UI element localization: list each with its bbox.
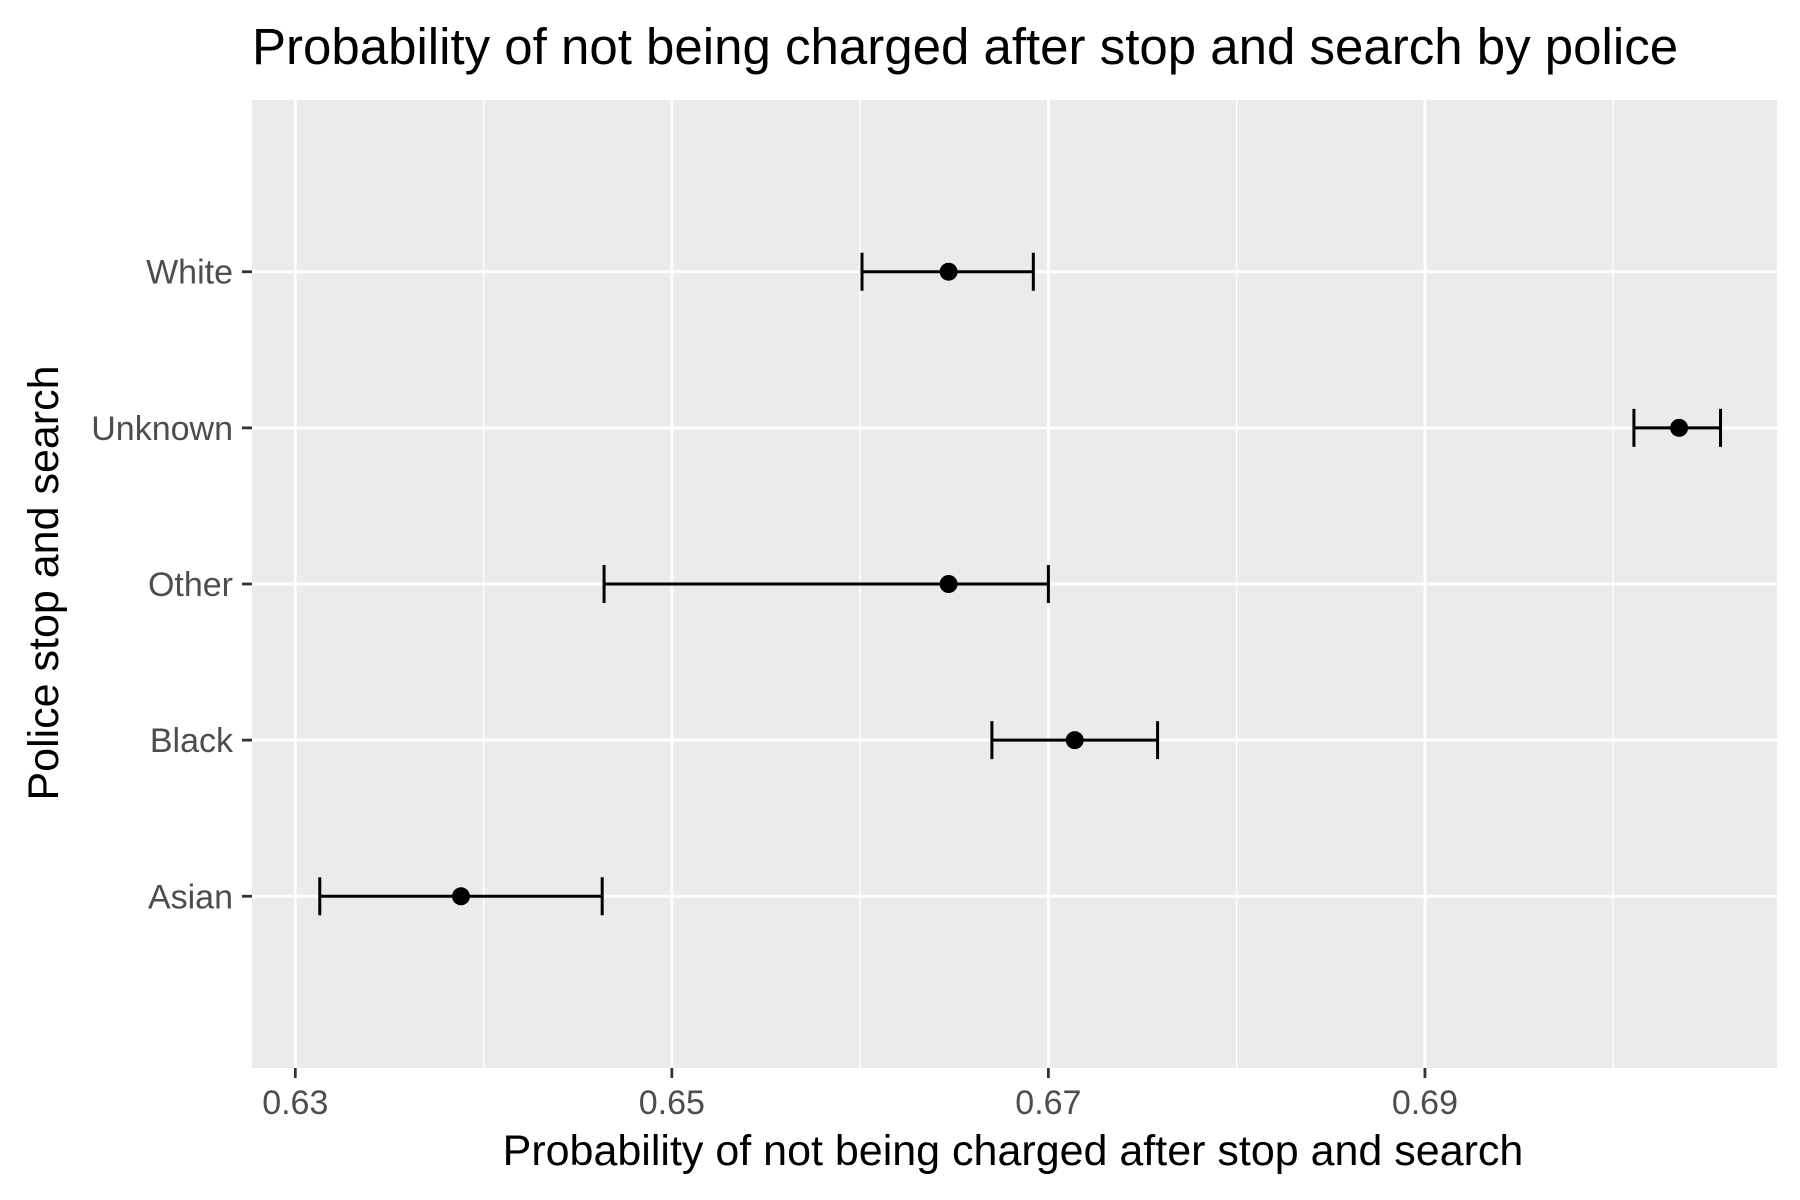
errorbar-white <box>860 252 1035 291</box>
point-black <box>1065 731 1084 750</box>
chart-title: Probability of not being charged after s… <box>252 18 1678 75</box>
data-marks <box>318 252 1723 916</box>
point-asian <box>451 887 470 906</box>
y-tick-label-black: Black <box>150 722 234 760</box>
errorbar-unknown <box>1632 408 1723 447</box>
point-unknown <box>1670 418 1689 437</box>
errorbar-black <box>990 721 1160 760</box>
x-tick-label: 0.65 <box>639 1084 705 1122</box>
x-axis: 0.63 0.65 0.67 0.69 <box>262 1068 1458 1122</box>
y-tick-label-unknown: Unknown <box>91 410 233 448</box>
x-tick-label: 0.67 <box>1015 1084 1081 1122</box>
errorbar-asian <box>318 877 604 916</box>
point-other <box>939 575 958 593</box>
y-tick-label-other: Other <box>148 566 233 604</box>
y-tick-label-asian: Asian <box>148 878 233 916</box>
y-axis-title: Police stop and search <box>20 365 68 800</box>
errorbar-other <box>602 565 1050 603</box>
point-white <box>939 262 958 281</box>
y-tick-label-white: White <box>146 254 233 292</box>
x-tick-label: 0.63 <box>262 1084 328 1122</box>
x-axis-title: Probability of not being charged after s… <box>503 1127 1524 1175</box>
y-axis: Asian Black Other Unknown White <box>91 254 252 916</box>
x-tick-label: 0.69 <box>1392 1084 1458 1122</box>
